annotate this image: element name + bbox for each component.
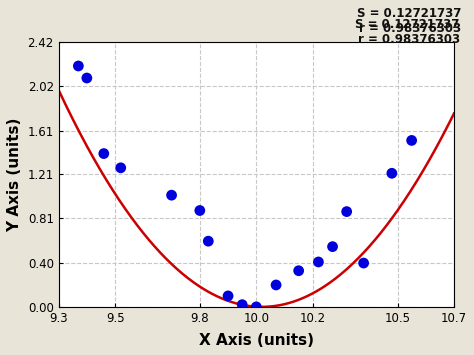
Point	[168, 192, 175, 198]
Point	[272, 282, 280, 288]
Point	[343, 209, 350, 214]
Point	[100, 151, 108, 157]
X-axis label: X Axis (units): X Axis (units)	[199, 333, 314, 348]
Y-axis label: Y Axis (units): Y Axis (units)	[7, 117, 22, 231]
Point	[74, 63, 82, 69]
Point	[117, 165, 125, 171]
Text: S = 0.12721737
r = 0.98376303: S = 0.12721737 r = 0.98376303	[356, 18, 460, 46]
Point	[204, 238, 212, 244]
Point	[83, 75, 91, 81]
Point	[360, 260, 367, 266]
Point	[196, 208, 204, 213]
Text: S = 0.12721737
r = 0.98376303: S = 0.12721737 r = 0.98376303	[356, 7, 461, 35]
Point	[295, 268, 302, 274]
Point	[238, 302, 246, 307]
Point	[388, 170, 396, 176]
Point	[329, 244, 337, 250]
Point	[253, 304, 260, 310]
Point	[315, 259, 322, 265]
Point	[408, 138, 415, 143]
Point	[224, 293, 232, 299]
